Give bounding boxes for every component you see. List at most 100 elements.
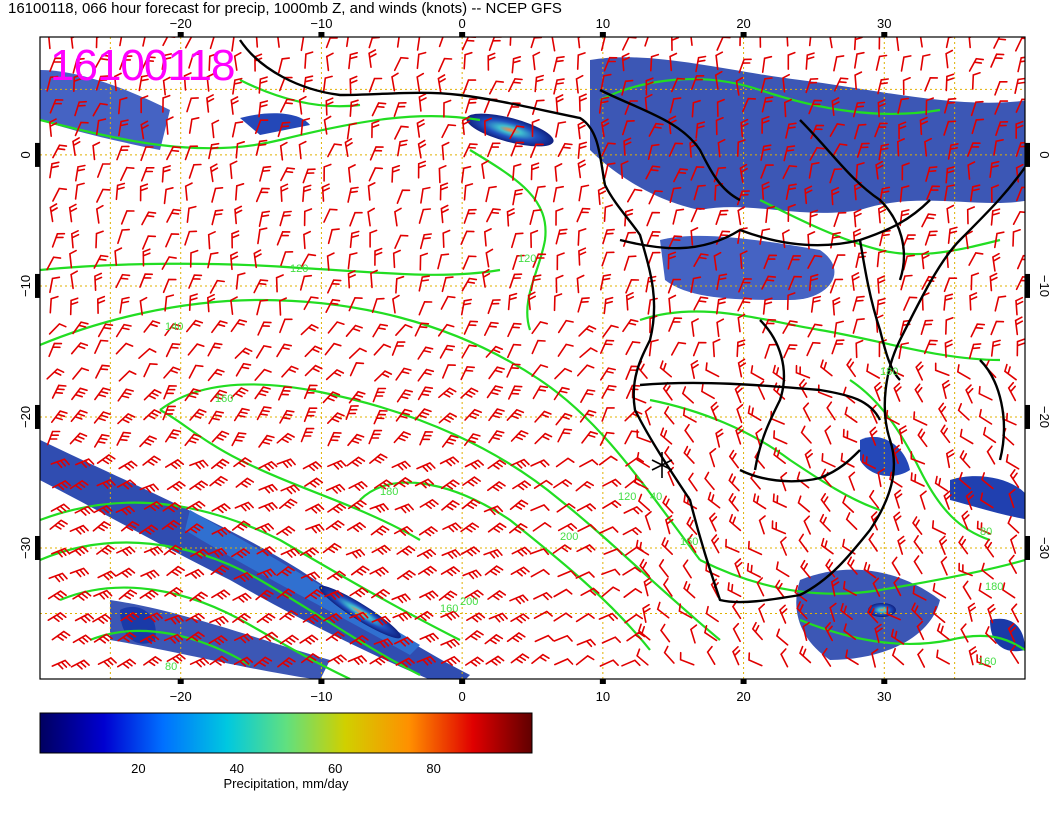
wind-barb <box>1017 254 1025 270</box>
wind-barb <box>831 187 840 206</box>
wind-barb <box>648 190 663 205</box>
wind-barb <box>418 208 432 224</box>
wind-barb <box>786 37 789 47</box>
wind-barb <box>576 274 585 294</box>
wind-barb <box>1015 37 1025 52</box>
wind-barb <box>276 565 295 577</box>
wind-barb <box>506 632 526 643</box>
wind-barb <box>737 358 747 378</box>
wind-barb <box>189 591 208 602</box>
wind-barb <box>327 412 345 424</box>
wind-barb <box>845 649 859 666</box>
wind-barb <box>416 51 427 70</box>
wind-barb <box>372 323 388 338</box>
wind-barb <box>575 571 595 579</box>
wind-barb <box>796 471 810 489</box>
wind-barb <box>161 53 172 70</box>
wind-barb <box>966 206 975 225</box>
lon-tick-mark <box>459 32 466 37</box>
wind-barb <box>917 428 928 448</box>
wind-barb <box>393 102 407 117</box>
lat-tick-label-left: 0 <box>18 151 33 158</box>
wind-barb <box>829 123 845 137</box>
wind-barb <box>1014 316 1024 336</box>
wind-barb <box>945 73 955 92</box>
wind-barb <box>117 388 134 402</box>
wind-barb <box>396 389 413 403</box>
wind-barb <box>327 321 345 334</box>
wind-barb <box>93 254 109 269</box>
wind-barb <box>414 478 434 489</box>
wind-barb <box>256 612 276 624</box>
wind-barb <box>233 571 253 582</box>
wind-barb <box>304 345 323 358</box>
wind-barb <box>833 55 845 72</box>
wind-barb <box>460 546 481 557</box>
wind-barb <box>511 232 524 249</box>
wind-barb <box>794 585 808 602</box>
wind-barb <box>464 433 481 446</box>
wind-barb <box>1008 554 1017 574</box>
wind-barb <box>851 272 860 291</box>
wind-barb <box>873 381 883 402</box>
wind-barb <box>235 272 246 290</box>
wind-barb <box>141 211 157 226</box>
wind-barb <box>119 296 130 314</box>
wind-barb <box>577 364 595 377</box>
wind-barb <box>926 185 941 200</box>
wind-barb <box>51 630 71 641</box>
wind-barb <box>394 503 414 514</box>
wind-barb <box>968 252 984 266</box>
wind-barb <box>1015 120 1024 139</box>
wind-barb <box>188 364 204 379</box>
wind-barb <box>303 384 318 400</box>
wind-barb <box>52 480 72 491</box>
wind-barb <box>371 544 391 555</box>
wind-barb <box>597 186 607 206</box>
wind-barb <box>68 203 78 223</box>
wind-barb <box>70 342 89 355</box>
wind-barb <box>189 249 199 268</box>
wind-barb <box>646 230 661 246</box>
wind-barb <box>710 401 719 421</box>
wind-barb <box>391 341 406 356</box>
wind-barb <box>371 120 380 139</box>
lon-tick-mark <box>318 679 325 684</box>
contour-label: 160 <box>978 656 996 668</box>
wind-barb <box>868 489 880 509</box>
wind-barb <box>947 226 958 244</box>
wind-barb <box>142 37 146 47</box>
wind-barb <box>553 56 565 73</box>
wind-barb <box>772 493 787 508</box>
wind-barb <box>70 230 80 249</box>
wind-barb <box>300 571 321 582</box>
wind-barb <box>635 539 650 556</box>
wind-barb <box>52 187 68 202</box>
wind-barb <box>990 184 999 203</box>
wind-barb <box>869 426 878 446</box>
lat-tick-label-left: −20 <box>18 406 33 428</box>
wind-barb <box>646 211 661 227</box>
wind-barb <box>938 402 947 422</box>
wind-barb <box>622 318 639 333</box>
wind-barb <box>579 409 597 423</box>
wind-barb <box>924 76 939 92</box>
wind-barb <box>669 97 682 114</box>
colorbar-tick-label: 80 <box>426 761 440 776</box>
wind-barb <box>235 183 245 201</box>
wind-barb <box>995 121 1009 136</box>
wind-barb <box>74 182 85 200</box>
wind-barb <box>70 270 78 290</box>
wind-barb <box>304 51 314 69</box>
wind-barb <box>116 567 136 578</box>
wind-barb <box>885 409 900 425</box>
wind-barb <box>852 101 866 118</box>
wind-barb <box>759 37 762 48</box>
wind-barb <box>143 500 163 512</box>
wind-barb <box>833 320 844 338</box>
wind-barb <box>686 516 698 535</box>
wind-barb <box>965 490 975 511</box>
wind-barb <box>487 522 507 533</box>
wind-barb <box>690 227 699 246</box>
wind-barb <box>787 255 802 270</box>
